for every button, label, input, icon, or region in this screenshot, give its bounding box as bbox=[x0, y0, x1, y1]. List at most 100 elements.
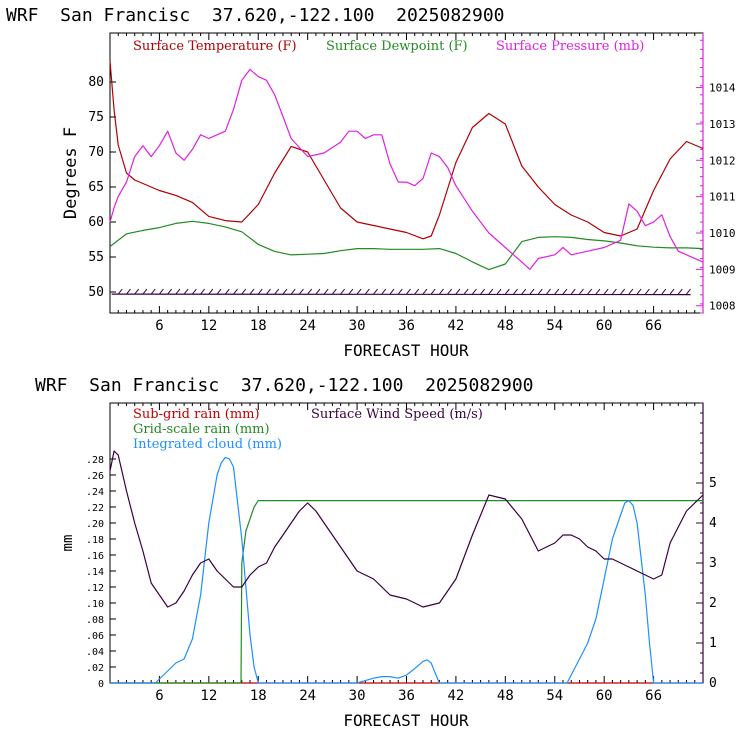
x-tick-label: 12 bbox=[200, 688, 217, 704]
wind-barb bbox=[216, 288, 222, 295]
surface-temperature-line bbox=[109, 60, 704, 240]
wind-barb bbox=[587, 288, 593, 295]
y-right-tick-label: 1008 bbox=[709, 300, 736, 313]
y-right-tick-label: 1011 bbox=[709, 191, 736, 204]
wind-barb bbox=[183, 288, 189, 295]
y-left-tick-label: .02 bbox=[86, 663, 104, 674]
precip-panel: WRF San Francisc 37.620,-122.100 2025082… bbox=[35, 375, 717, 730]
wind-barb bbox=[406, 288, 411, 295]
wind-barb bbox=[274, 288, 280, 295]
wind-barb bbox=[546, 288, 551, 295]
y-right-tick-label: 1 bbox=[709, 636, 717, 651]
x-axis-label: FORECAST HOUR bbox=[343, 711, 469, 730]
x-tick-label: 48 bbox=[497, 688, 514, 704]
y-left-tick-label: 50 bbox=[88, 285, 104, 300]
surface-panel: WRF San Francisc 37.620,-122.100 2025082… bbox=[6, 5, 736, 360]
x-tick-label: 66 bbox=[645, 318, 662, 334]
wind-barb bbox=[430, 288, 436, 295]
x-tick-label: 42 bbox=[447, 688, 464, 704]
x-tick-label: 54 bbox=[546, 318, 563, 334]
legend-dewpoint: Surface Dewpoint (F) bbox=[326, 39, 468, 54]
legend-subgrid-rain: Sub-grid rain (mm) bbox=[133, 407, 260, 422]
y-right-tick-label: 1013 bbox=[709, 118, 736, 131]
wind-barb bbox=[447, 288, 453, 295]
legend: Surface Temperature (F) Surface Dewpoint… bbox=[133, 39, 644, 54]
x-tick-label: 54 bbox=[546, 688, 563, 704]
legend-integrated-cloud: Integrated cloud (mm) bbox=[133, 437, 282, 452]
y-left-tick-label: .28 bbox=[86, 455, 104, 466]
wind-barb bbox=[513, 288, 518, 295]
x-tick-label: 12 bbox=[200, 318, 217, 334]
wind-barb bbox=[471, 288, 477, 295]
x-tick-label: 30 bbox=[349, 318, 366, 334]
wind-barb bbox=[126, 288, 131, 295]
wind-barb bbox=[191, 288, 197, 295]
wind-barb bbox=[504, 288, 510, 295]
y-left-tick-label: .20 bbox=[86, 519, 104, 530]
x-tick-label: 6 bbox=[155, 318, 163, 334]
wind-barb bbox=[636, 288, 642, 295]
y-right-tick-label: 0 bbox=[709, 676, 717, 691]
y-left-tick-label: .16 bbox=[86, 551, 104, 562]
x-tick-label: 60 bbox=[596, 688, 613, 704]
plot-frame bbox=[109, 32, 704, 314]
integrated-cloud-line bbox=[110, 456, 703, 684]
wind-barb bbox=[644, 288, 650, 295]
x-tick-label: 48 bbox=[497, 318, 514, 334]
wind-barb bbox=[159, 288, 164, 295]
wind-barb bbox=[595, 288, 601, 295]
wind-barb bbox=[488, 288, 494, 295]
y-right-tick-label: 1009 bbox=[709, 263, 736, 276]
wind-barb bbox=[175, 288, 181, 295]
legend-temperature: Surface Temperature (F) bbox=[133, 39, 297, 54]
wind-barb bbox=[282, 288, 288, 295]
wind-barb bbox=[331, 288, 337, 295]
x-tick-label: 6 bbox=[155, 688, 163, 704]
legend: Sub-grid rain (mm) Surface Wind Speed (m… bbox=[133, 407, 483, 452]
wind-barbs bbox=[111, 288, 691, 296]
wind-barb bbox=[620, 288, 626, 295]
y-left-tick-label: 70 bbox=[88, 145, 104, 160]
y-left-tick-label: .22 bbox=[86, 503, 104, 514]
wind-barb bbox=[224, 288, 230, 295]
y-left-tick-label: 65 bbox=[88, 180, 104, 195]
x-tick-label: 36 bbox=[398, 318, 415, 334]
axes: 6 12 18 24 30 36 42 48 54 60 660.02.04.06.08.10.12… bbox=[86, 402, 717, 704]
wind-barb bbox=[241, 288, 247, 295]
wind-barb bbox=[414, 288, 420, 295]
y-left-tick-label: 75 bbox=[88, 110, 104, 125]
x-tick-label: 18 bbox=[250, 318, 267, 334]
wind-barb bbox=[233, 288, 238, 295]
wind-barb bbox=[562, 288, 568, 295]
wind-barb bbox=[603, 288, 609, 295]
wind-barb bbox=[669, 288, 675, 295]
x-tick-label: 60 bbox=[596, 318, 613, 334]
wind-barb bbox=[677, 288, 683, 295]
wind-barb bbox=[167, 288, 173, 295]
series-lines bbox=[109, 60, 704, 271]
wind-barb bbox=[150, 288, 156, 295]
legend-gridscale-rain: Grid-scale rain (mm) bbox=[133, 422, 270, 437]
y-axis-label: mm bbox=[60, 535, 76, 552]
wind-barb bbox=[142, 288, 148, 295]
y-left-tick-label: 0 bbox=[98, 679, 104, 690]
y-right-tick-label: 1012 bbox=[709, 154, 736, 167]
wind-barb bbox=[307, 288, 313, 295]
y-left-tick-label: .26 bbox=[86, 471, 104, 482]
wind-barb bbox=[612, 288, 617, 295]
y-left-tick-label: .14 bbox=[86, 567, 104, 578]
wind-barb bbox=[554, 288, 560, 295]
wind-barb bbox=[315, 288, 321, 295]
wind-barb bbox=[117, 288, 123, 295]
y-axis-label: Degrees F bbox=[61, 127, 81, 219]
y-left-tick-label: .06 bbox=[86, 631, 104, 642]
wind-barb bbox=[299, 288, 304, 295]
y-right-tick-label: 3 bbox=[709, 556, 717, 571]
wind-barb bbox=[686, 288, 691, 295]
y-right-tick-label: 4 bbox=[709, 516, 717, 531]
y-left-tick-label: 80 bbox=[88, 75, 104, 90]
wind-barb bbox=[422, 288, 428, 295]
wind-barb bbox=[389, 288, 395, 295]
surface-dewpoint-line bbox=[109, 220, 704, 271]
wind-barb bbox=[463, 288, 469, 295]
